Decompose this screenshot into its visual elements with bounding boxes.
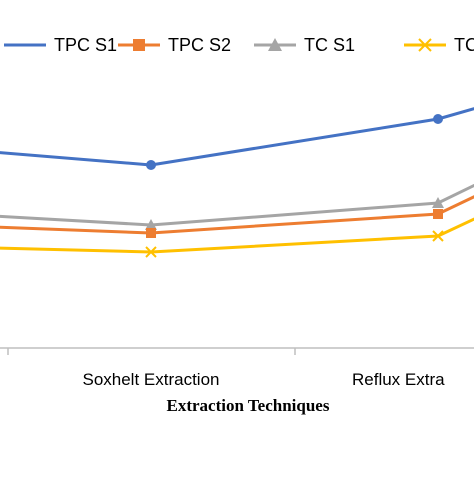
legend-item-tpc-s2: TPC S2: [118, 35, 231, 55]
legend-item-tc-s2: TC: [404, 35, 474, 55]
legend-marker: [418, 38, 432, 52]
series-line-tpc-s2: [0, 195, 474, 235]
legend-marker: [268, 38, 282, 51]
legend: TPC S1 TPC S2 TC S1 TC: [4, 35, 474, 55]
x-axis: Soxhelt Extraction Reflux Extra: [0, 347, 474, 389]
x-tick-label: Reflux Extra: [352, 370, 445, 389]
data-point-tc-s1: [432, 197, 444, 208]
legend-label: TC S1: [304, 35, 355, 55]
legend-item-tpc-s1: TPC S1: [4, 35, 117, 55]
data-point-tpc-s1: [433, 114, 443, 124]
legend-item-tc-s1: TC S1: [254, 35, 355, 55]
x-tick-label: Soxhelt Extraction: [82, 370, 219, 389]
plot-area: [0, 107, 474, 258]
series-line-tpc-s1: [0, 107, 474, 167]
legend-label: TPC S2: [168, 35, 231, 55]
series-line-tc-s2: [0, 217, 474, 254]
legend-label: TC: [454, 35, 474, 55]
data-point-tpc-s2: [146, 228, 156, 238]
data-point-tpc-s1: [146, 160, 156, 170]
series-line-tc-s1: [0, 183, 474, 227]
data-point-tc-s2: [432, 230, 444, 242]
data-point-tpc-s2: [433, 209, 443, 219]
data-point-tc-s1: [145, 219, 157, 230]
legend-label: TPC S1: [54, 35, 117, 55]
legend-marker: [133, 39, 145, 51]
data-point-tc-s2: [145, 246, 157, 258]
x-axis-title: Extraction Techniques: [167, 396, 330, 415]
